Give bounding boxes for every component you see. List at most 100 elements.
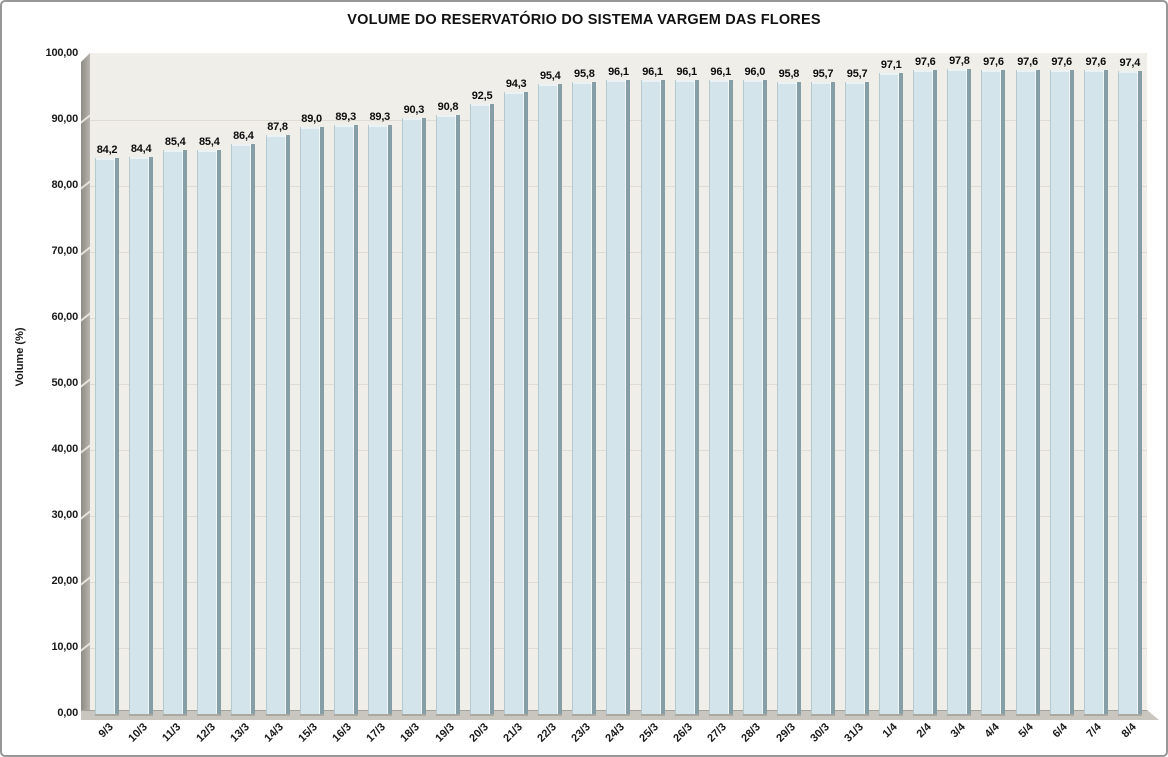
bar — [504, 91, 529, 714]
bar-slot: 96,1 27/3 — [704, 54, 738, 745]
bar-slot: 85,4 12/3 — [192, 54, 226, 745]
bar — [811, 82, 836, 714]
bar — [947, 68, 972, 714]
bar-slot: 95,7 31/3 — [840, 54, 874, 745]
x-axis-tick-label: 27/3 — [705, 721, 730, 745]
x-axis-tick-label: 26/3 — [671, 721, 696, 745]
bar-value-label: 97,6 — [1017, 55, 1038, 68]
bar-value-label: 97,4 — [1119, 57, 1141, 70]
x-axis-tick-label: 24/3 — [603, 721, 627, 745]
bar-slot: 95,8 23/3 — [567, 54, 601, 745]
bar — [674, 79, 699, 714]
bar-value-label: 97,6 — [1051, 55, 1072, 68]
x-axis-tick-label: 21/3 — [501, 721, 525, 745]
bar — [708, 79, 733, 714]
bar-slot: 94,3 21/3 — [499, 54, 533, 745]
x-axis-tick-label: 4/4 — [982, 721, 1002, 741]
x-axis-tick-label: 25/3 — [637, 721, 662, 745]
axis-wall — [81, 53, 90, 714]
x-axis-tick-label: 19/3 — [432, 721, 457, 745]
x-axis-tick-label: 16/3 — [330, 721, 355, 745]
bar — [606, 79, 631, 714]
bar — [981, 69, 1006, 714]
bar-value-label: 85,4 — [164, 136, 186, 149]
bar — [470, 103, 495, 714]
bar-value-label: 85,4 — [199, 136, 220, 149]
y-axis-tick-label: 30,00 — [51, 509, 78, 521]
x-axis-tick-label: 29/3 — [773, 721, 798, 745]
y-axis-tick-label: 20,00 — [51, 575, 78, 587]
bar-value-label: 97,6 — [983, 55, 1004, 68]
bar-slot: 84,4 10/3 — [124, 54, 158, 745]
bar-slot: 97,1 1/4 — [874, 54, 908, 740]
x-axis-tick-label: 31/3 — [841, 721, 866, 745]
bar — [776, 81, 801, 714]
bar-value-label: 90,3 — [403, 104, 425, 117]
x-axis-tick-label: 1/4 — [880, 721, 900, 741]
bar-value-label: 96,1 — [710, 65, 732, 78]
bar-value-label: 95,8 — [778, 67, 800, 80]
x-axis-tick-label: 28/3 — [739, 721, 764, 745]
bar-slot: 95,8 29/3 — [772, 54, 806, 745]
bar-value-label: 97,1 — [880, 59, 902, 72]
bar — [538, 84, 563, 714]
bar-slot: 90,8 19/3 — [431, 54, 465, 745]
bar — [299, 126, 324, 714]
bar-slot: 96,0 28/3 — [738, 54, 772, 745]
y-axis-tick-label: 60,00 — [51, 311, 78, 323]
y-axis-tick-label: 10,00 — [51, 641, 78, 653]
bar-value-label: 95,7 — [812, 68, 834, 81]
bars-layer: 84,2 9/3 84,4 10/3 85,4 11/3 85,4 12/3 86,4 13/3 8… — [90, 54, 1147, 745]
bar-value-label: 97,6 — [914, 55, 936, 68]
bar — [913, 69, 938, 714]
bar-value-label: 96,1 — [676, 65, 697, 78]
bar-value-label: 97,6 — [1085, 55, 1107, 68]
bar-slot: 96,1 25/3 — [636, 54, 670, 745]
bar-slot: 96,1 24/3 — [601, 54, 635, 745]
bar-value-label: 90,8 — [437, 100, 459, 113]
bar-value-label: 94,3 — [505, 77, 527, 90]
bar-slot: 97,6 4/4 — [976, 54, 1010, 740]
bar — [1117, 71, 1142, 714]
bar — [333, 124, 358, 714]
bar-slot: 90,3 18/3 — [397, 54, 431, 745]
bar — [401, 118, 426, 714]
y-axis-tick-label: 90,00 — [51, 113, 78, 125]
bar-slot: 95,4 22/3 — [533, 54, 567, 745]
bar-slot: 97,6 7/4 — [1079, 54, 1113, 740]
bar — [572, 81, 597, 714]
bar-slot: 95,7 30/3 — [806, 54, 840, 745]
bar-value-label: 89,3 — [335, 110, 356, 123]
bar — [435, 114, 460, 714]
bar-slot: 86,4 13/3 — [226, 54, 260, 745]
bar-slot: 97,8 3/4 — [942, 54, 976, 740]
bar-slot: 97,6 5/4 — [1011, 54, 1045, 740]
bar-value-label: 96,0 — [744, 66, 766, 79]
x-axis-tick-label: 20/3 — [466, 721, 491, 745]
x-axis-tick-label: 2/4 — [914, 721, 934, 741]
bar — [129, 156, 154, 714]
x-axis-tick-label: 6/4 — [1050, 721, 1071, 741]
x-axis-tick-label: 30/3 — [807, 721, 832, 745]
bar-slot: 89,0 15/3 — [295, 54, 329, 745]
bar — [742, 80, 767, 714]
bar-slot: 92,5 20/3 — [465, 54, 499, 745]
x-axis-tick-label: 8/4 — [1119, 721, 1139, 741]
bar-value-label: 92,5 — [471, 89, 493, 102]
y-axis-tick-label: 80,00 — [51, 179, 78, 191]
y-axis-tick-label: 0,00 — [57, 707, 78, 719]
x-axis-tick-label: 23/3 — [569, 721, 593, 745]
bar — [197, 150, 222, 714]
x-axis-tick-label: 10/3 — [125, 721, 150, 745]
x-axis-tick-label: 18/3 — [398, 721, 423, 745]
y-axis-tick-label: 50,00 — [51, 377, 78, 389]
chart-title: VOLUME DO RESERVATÓRIO DO SISTEMA VARGEM… — [347, 12, 821, 28]
bar-value-label: 95,4 — [539, 70, 561, 83]
x-axis-tick-label: 3/4 — [948, 721, 968, 741]
x-axis-tick-label: 15/3 — [296, 721, 321, 745]
bar-value-label: 84,2 — [96, 144, 118, 157]
x-axis-tick-label: 12/3 — [194, 721, 218, 745]
y-axis-tick-label: 100,00 — [45, 47, 79, 59]
bar-value-label: 96,1 — [608, 65, 629, 78]
